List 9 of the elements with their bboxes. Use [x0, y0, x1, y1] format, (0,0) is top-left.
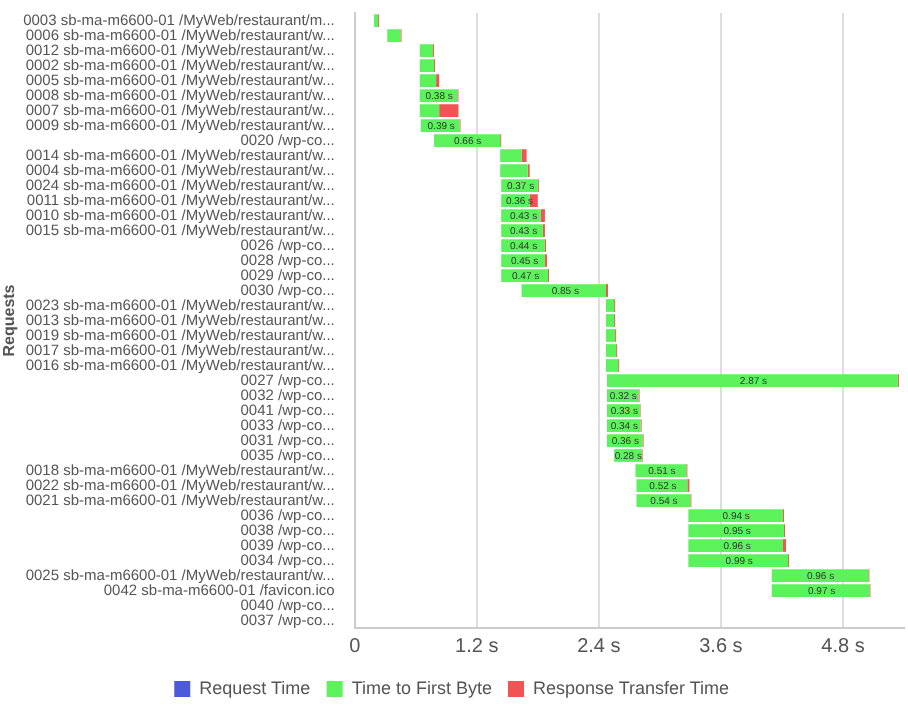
legend-label: Response Transfer Time: [533, 677, 730, 698]
y-axis-title: Requests: [0, 283, 19, 357]
legend-label: Time to First Byte: [351, 677, 493, 698]
x-tick-label: 2.4 s: [577, 635, 621, 658]
x-tick-label: 0: [349, 635, 362, 658]
legend-label: Request Time: [199, 677, 311, 698]
x-tick-label: 4.8 s: [821, 635, 865, 658]
x-tick-label: 3.6 s: [699, 635, 743, 658]
x-tick-label: 1.2 s: [455, 635, 499, 658]
